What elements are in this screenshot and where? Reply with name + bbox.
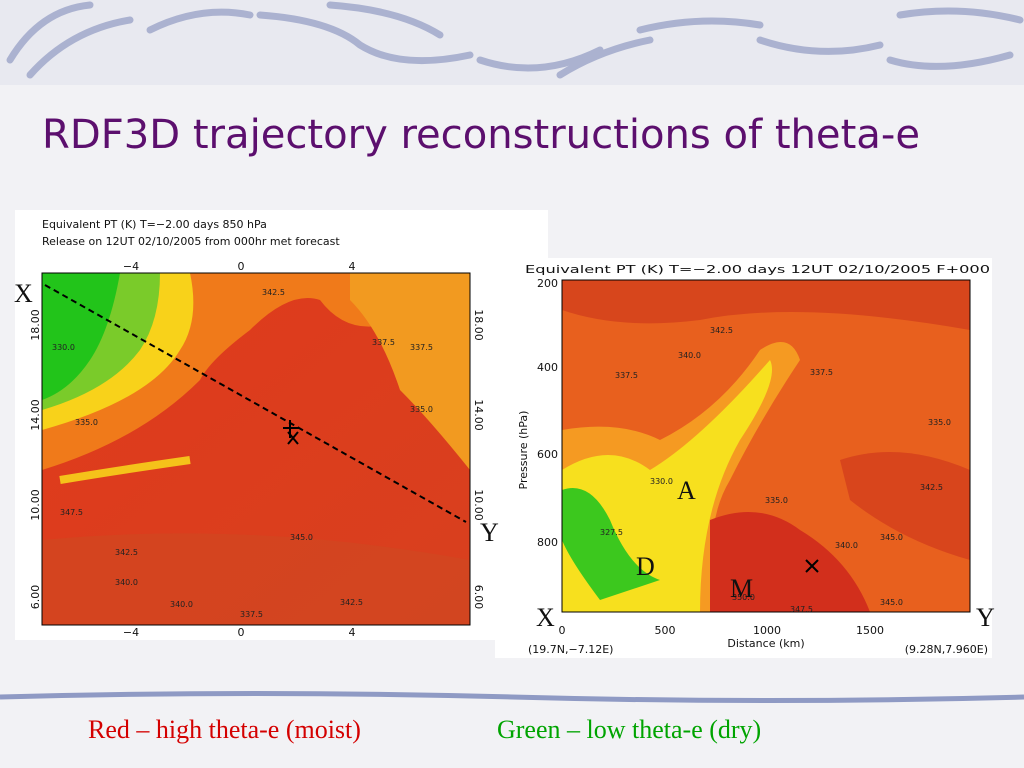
left-map: [41, 272, 471, 626]
x-tick-label: 0: [238, 260, 245, 273]
contour-label: 342.5: [340, 598, 363, 607]
marker-label: X: [536, 603, 555, 632]
contour-label: 337.5: [372, 338, 395, 347]
left-header: Equivalent PT (K) T=−2.00 days 850 hPa: [42, 218, 267, 231]
contour-label: 335.0: [75, 418, 98, 427]
contour-label: 350.0: [732, 593, 755, 602]
y-tick-label: 6.00: [472, 585, 485, 610]
y-tick-label: 18.00: [29, 309, 42, 341]
x-tick-label: 0: [559, 624, 566, 637]
contour-label: 330.0: [650, 477, 673, 486]
x-tick-label: 4: [349, 626, 356, 639]
y-tick-label: 600: [537, 448, 558, 461]
marker-label: Y: [976, 603, 995, 632]
x-tick-label: 4: [349, 260, 356, 273]
caption-red: Red – high theta-e (moist): [88, 715, 361, 744]
contour-label: 337.5: [240, 610, 263, 619]
contour-label: 335.0: [765, 496, 788, 505]
contour-label: 345.0: [290, 533, 313, 542]
contour-label: 327.5: [600, 528, 623, 537]
x-tick-label: −4: [123, 260, 139, 273]
left-header: Release on 12UT 02/10/2005 from 000hr me…: [42, 235, 340, 248]
y-axis-label: Pressure (hPa): [517, 411, 530, 490]
region-label: M: [730, 574, 753, 603]
contour-label: 342.5: [710, 326, 733, 335]
divider: [0, 691, 1024, 703]
contour-label: 340.0: [835, 541, 858, 550]
marker-label: Y: [480, 518, 499, 547]
contour-label: 342.5: [262, 288, 285, 297]
contour-label: 340.0: [678, 351, 701, 360]
contour-label: 337.5: [810, 368, 833, 377]
contour-label: 342.5: [115, 548, 138, 557]
end-label: (9.28N,7.960E): [905, 643, 988, 656]
region-label: A: [677, 476, 696, 505]
marker-label: X: [14, 279, 33, 308]
contour-label: 337.5: [615, 371, 638, 380]
right-section: [561, 279, 971, 613]
y-tick-label: 14.00: [472, 399, 485, 431]
y-tick-label: 10.00: [29, 489, 42, 521]
x-tick-label: 1000: [753, 624, 781, 637]
contour-label: 347.5: [790, 605, 813, 614]
contour-label: 340.0: [170, 600, 193, 609]
y-tick-label: 14.00: [29, 399, 42, 431]
caption-green: Green – low theta-e (dry): [497, 715, 761, 744]
contour-label: 347.5: [60, 508, 83, 517]
top-banner: [0, 0, 1024, 85]
x-axis-label: Distance (km): [727, 637, 804, 650]
contour-label: 337.5: [410, 343, 433, 352]
contour-label: 340.0: [115, 578, 138, 587]
x-tick-label: 500: [655, 624, 676, 637]
end-label: (19.7N,−7.12E): [528, 643, 613, 656]
x-tick-label: 1500: [856, 624, 884, 637]
contour-label: 345.0: [880, 598, 903, 607]
contour-label: 335.0: [928, 418, 951, 427]
y-tick-label: 10.00: [472, 489, 485, 521]
x-tick-label: 0: [238, 626, 245, 639]
right-header: Equivalent PT (K) T=−2.00 days 12UT 02/1…: [525, 263, 990, 276]
slide-title: RDF3D trajectory reconstructions of thet…: [42, 112, 920, 158]
contour-label: 345.0: [880, 533, 903, 542]
y-tick-label: 800: [537, 536, 558, 549]
region-label: D: [636, 552, 655, 581]
y-tick-label: 400: [537, 361, 558, 374]
contour-label: 335.0: [410, 405, 433, 414]
contour-label: 330.0: [52, 343, 75, 352]
y-tick-label: 18.00: [472, 309, 485, 341]
x-tick-label: −4: [123, 626, 139, 639]
y-tick-label: 6.00: [29, 585, 42, 610]
y-tick-label: 200: [537, 277, 558, 290]
contour-label: 342.5: [920, 483, 943, 492]
